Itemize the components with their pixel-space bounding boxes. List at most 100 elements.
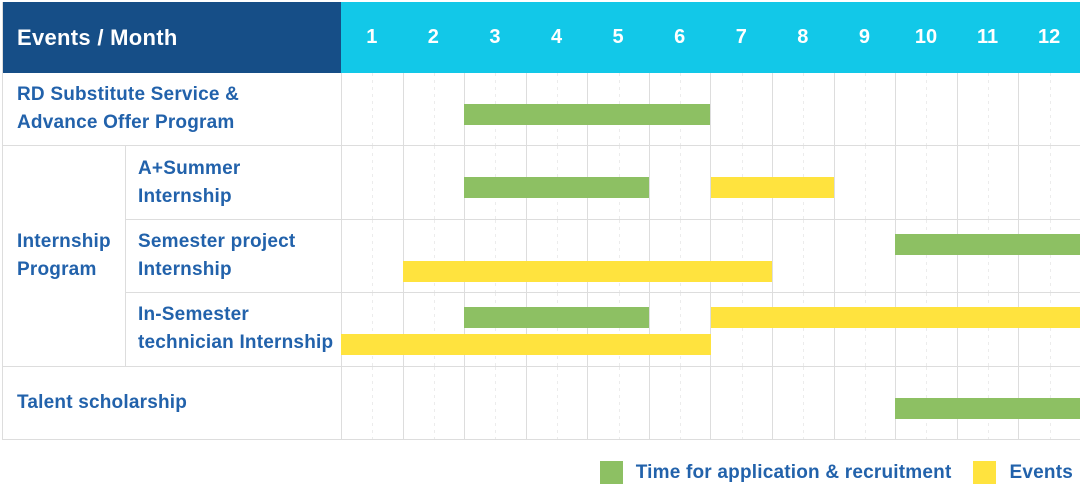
row-label-line: Talent scholarship [17, 391, 188, 413]
group-label-line: Program [17, 258, 97, 280]
month-grid-cell [648, 293, 711, 366]
month-grid-cell [1018, 293, 1080, 366]
month-grid-cell [956, 219, 1019, 293]
row-month-area [341, 73, 1080, 147]
month-grid-cell [710, 73, 772, 146]
schedule-row: RD Substitute Service & Advance Offer Pro… [3, 73, 1080, 147]
month-grid-cell [402, 366, 465, 440]
month-grid-cell [648, 366, 711, 440]
month-header-cell: 5 [612, 26, 624, 48]
gantt-bar-application [895, 233, 1080, 255]
month-grid-cell [895, 146, 957, 220]
row-label-line: Advance Offer Program [17, 112, 235, 134]
month-grid-cell [587, 293, 649, 366]
month-grid-cell [956, 293, 1019, 366]
month-grid-cell [956, 73, 1019, 146]
month-header-cell: 10 [914, 26, 938, 48]
month-grid-cell [710, 293, 772, 366]
month-header-row: 1 2 3 4 5 6 7 8 9 10 11 12 [341, 2, 1080, 73]
month-grid-cell [895, 219, 957, 293]
row-sublabel-line: A+Summer [138, 157, 241, 179]
row-label: Talent scholarship [3, 367, 341, 440]
header-corner-label: Events / Month [3, 2, 341, 73]
month-header-cell: 1 [366, 26, 378, 48]
month-header-cell: 6 [674, 26, 686, 48]
month-grid-cell [833, 293, 896, 366]
schedule-table: Events / Month 1 2 3 4 5 6 7 8 9 10 11 12 RD Substi… [2, 2, 1080, 440]
month-grid-cell [464, 293, 526, 366]
month-grid-cell [710, 366, 772, 440]
month-grid-cell [1018, 219, 1080, 293]
gantt-bar-application [895, 397, 1080, 419]
month-grid-cell [648, 146, 711, 220]
schedule-row: Talent scholarship [3, 366, 1080, 440]
month-header-cell: 11 [976, 26, 999, 48]
month-grid-cell [833, 146, 896, 220]
month-grid-cell [1018, 146, 1080, 220]
month-header-cell: 9 [858, 26, 870, 48]
month-grid-cell [525, 366, 588, 440]
month-grid-cell [956, 146, 1019, 220]
table-body: RD Substitute Service & Advance Offer Pro… [3, 73, 1080, 440]
month-grid-cell [402, 219, 465, 293]
group-label-line: Internship [17, 230, 111, 252]
month-grid-cell [895, 73, 957, 146]
schedule-row: Semester project Internship [3, 219, 1080, 294]
gantt-bar-application [464, 104, 711, 125]
row-label: RD Substitute Service & Advance Offer Pro… [3, 73, 341, 147]
legend-swatch-yellow [973, 461, 997, 484]
month-grid-cell [772, 219, 834, 293]
schedule-row: In-Semester technician Internship [3, 293, 1080, 367]
row-sublabel-line: Semester project [138, 230, 296, 252]
month-grid-cell [341, 219, 403, 293]
legend-swatch-green [599, 461, 623, 484]
row-month-area [341, 366, 1080, 440]
month-header-cell: 3 [489, 26, 501, 48]
month-grid-cell [402, 73, 465, 146]
header-corner-text: Events / Month [17, 24, 178, 50]
row-sublabel: In-Semester technician Internship [125, 293, 341, 367]
month-grid-cell [710, 219, 772, 293]
month-header-cell: 2 [427, 26, 439, 48]
month-grid-cell [587, 366, 649, 440]
legend-item-events: Events [973, 461, 1073, 484]
schedule-row: A+Summer Internship [3, 146, 1080, 220]
month-grid-cell [587, 219, 649, 293]
row-sublabel-line: technician Internship [138, 332, 334, 354]
legend-label-application: Time for application & recruitment [635, 461, 952, 483]
row-sublabel: A+Summer Internship [125, 146, 341, 220]
gantt-bar-event [402, 260, 773, 282]
month-grid-cell [833, 366, 896, 440]
gantt-bar-event [341, 334, 711, 356]
month-grid-cell [464, 366, 526, 440]
month-grid-cell [833, 73, 896, 146]
legend-item-application: Time for application & recruitment [599, 461, 952, 484]
row-month-area [341, 219, 1080, 294]
month-header-cell: 12 [1038, 26, 1061, 48]
group-label-internship-program: Internship Program [3, 146, 125, 367]
row-month-area [341, 146, 1080, 220]
gantt-bar-application [464, 177, 649, 199]
month-grid-cell [772, 73, 834, 146]
gantt-bar-application [464, 307, 649, 329]
legend: Time for application & recruitment Event… [599, 461, 1073, 484]
month-grid-cell [341, 73, 403, 146]
month-grid-cell [895, 293, 957, 366]
month-grid-cell [833, 219, 896, 293]
row-label-line: RD Substitute Service & [17, 84, 240, 106]
month-grid-cell [772, 366, 834, 440]
month-header-cell: 4 [550, 26, 563, 48]
row-month-area [341, 293, 1080, 367]
month-grid-cell [402, 293, 465, 366]
gantt-bar-event [710, 307, 1080, 329]
row-sublabel-line: Internship [138, 185, 232, 207]
month-grid-cell [464, 219, 526, 293]
month-grid-cell [772, 293, 834, 366]
month-header-cell: 7 [735, 26, 747, 48]
month-grid-cell [341, 366, 403, 440]
month-grid-cell [341, 293, 403, 366]
month-grid-cell [1018, 73, 1080, 146]
row-sublabel-line: Internship [138, 258, 232, 280]
month-header-cell: 8 [797, 26, 809, 48]
row-sublabel: Semester project Internship [125, 219, 341, 294]
